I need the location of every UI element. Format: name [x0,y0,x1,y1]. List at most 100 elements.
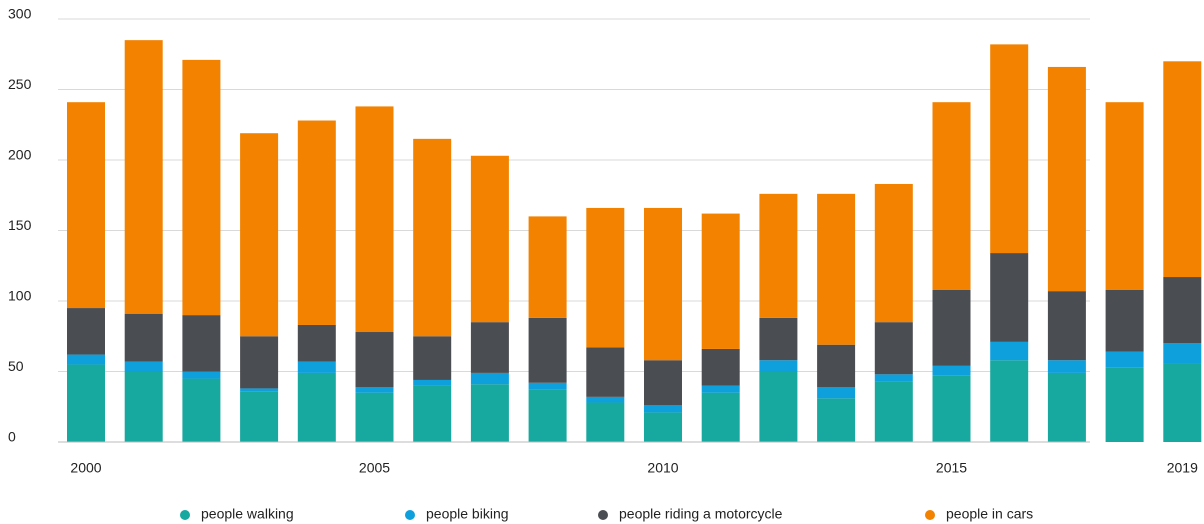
bar-segment [182,371,221,379]
bar-segment [470,384,509,442]
y-tick-label: 50 [8,358,24,374]
bar-segment [470,372,509,385]
legend-marker [405,510,415,520]
bar-segment [355,332,394,388]
x-tick-label: 2010 [647,460,678,476]
bar-segment [413,385,452,442]
bar-segment [701,392,740,442]
bar-segment [932,365,971,376]
bar-segment [1047,66,1086,292]
y-tick-label: 300 [8,6,32,22]
bar-segment [874,322,913,375]
x-tick-label: 2019 [1167,460,1198,476]
x-tick-label: 2015 [936,460,967,476]
bar-segment [874,183,913,323]
bar-segment [759,360,798,372]
y-tick-label: 200 [8,147,32,163]
legend-marker [925,510,935,520]
bar-segment [817,398,856,442]
bar-segment [528,389,567,442]
bar-segment [644,405,682,413]
legend-marker [180,510,190,520]
bar-segment [1163,61,1202,278]
bar-segment [990,253,1029,342]
bar-segment [586,396,625,403]
bar-segment [528,382,567,390]
bar-segment [124,313,163,362]
legend-label: people walking [201,506,294,522]
bar-segment [701,213,740,349]
bar-segment [817,387,856,399]
bar-segment [182,315,221,372]
bar-segment [1163,277,1202,344]
legend-marker [598,510,608,520]
bar-segment [817,344,856,388]
bar-segment [1105,351,1144,368]
legend-label: people in cars [946,506,1033,522]
bar-segment [124,40,163,314]
bar-segment [759,193,798,318]
bar-segment [355,392,394,442]
bar-segment [413,379,452,386]
bar-segment [413,336,452,380]
bar-segment [874,381,913,442]
y-tick-label: 150 [8,217,32,233]
bar-segment [874,374,913,382]
bar-segment [1047,291,1086,361]
bar-segment [528,317,567,383]
bar-segment [586,347,625,397]
bar-segment [413,138,452,337]
bar-segment [644,412,682,442]
bar-segment [297,372,336,442]
bar-segment [644,207,682,361]
bar-segment [1105,289,1144,352]
x-tick-label: 2000 [70,460,101,476]
bar-segment [990,341,1029,361]
bar-segment [182,59,221,316]
bar-segment [240,388,279,392]
bar-segment [67,354,105,365]
bar-segment [528,216,567,318]
bar-segment [759,371,798,442]
x-tick-label: 2005 [359,460,390,476]
bar-segment [1163,343,1202,364]
y-tick-label: 100 [8,288,32,304]
bar-segment [297,361,336,373]
legend-label: people biking [426,506,509,522]
bar-segment [67,364,105,442]
bar-segment [817,193,856,345]
bar-segment [240,391,279,442]
bar-segment [701,385,740,393]
bar-segment [932,375,971,442]
legend-label: people riding a motorcycle [619,506,783,522]
bar-segment [1047,360,1086,373]
bar-segment [67,308,105,355]
bar-segment [1163,363,1202,442]
bar-segment [470,322,509,373]
bar-segment [470,155,509,323]
bar-segment [297,120,336,325]
bar-segment [67,102,105,309]
bar-segment [644,360,682,406]
bar-segment [1105,102,1144,290]
bar-segment [586,402,625,442]
bar-segment [355,387,394,393]
y-tick-label: 0 [8,429,16,445]
bar-segment [1047,372,1086,442]
bar-segment [701,348,740,386]
bar-segment [297,324,336,362]
bar-segment [586,207,625,348]
bar-segment [124,371,163,442]
bar-segment [240,336,279,389]
bar-segment [355,106,394,333]
bar-segment [990,44,1029,254]
bar-segment [932,102,971,290]
y-tick-label: 250 [8,76,32,92]
bar-segment [1105,367,1144,442]
bar-segment [240,133,279,337]
bar-segment [182,378,221,442]
bar-segment [759,317,798,361]
bar-segment [932,289,971,366]
bar-segment [124,361,163,372]
